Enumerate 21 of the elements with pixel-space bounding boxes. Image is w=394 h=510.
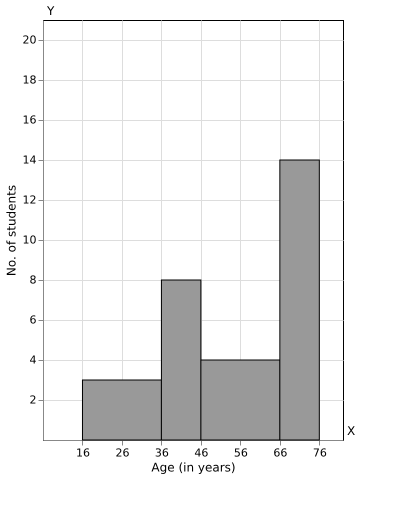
y-axis-title: No. of students bbox=[4, 184, 19, 276]
y-tick-label: 18 bbox=[22, 74, 36, 86]
x-axis-title: Age (in years) bbox=[151, 460, 236, 474]
x-tick-label: 66 bbox=[273, 446, 288, 460]
y-tick-label: 14 bbox=[22, 154, 36, 166]
y-tick-label: 2 bbox=[30, 394, 36, 406]
x-tick-label: 16 bbox=[76, 446, 90, 460]
x-tick-label: 26 bbox=[115, 446, 130, 460]
text: Y bbox=[46, 4, 55, 18]
y-tick-label: 8 bbox=[30, 274, 36, 286]
x-tick-label: 46 bbox=[194, 446, 208, 460]
y-tick-label: 20 bbox=[22, 34, 36, 46]
x-tick-label: 36 bbox=[154, 446, 169, 460]
y-tick-label: 6 bbox=[30, 314, 36, 326]
y-tick-label: 4 bbox=[30, 354, 36, 366]
y-tick-label: 16 bbox=[22, 114, 36, 126]
y-tick-label: 10 bbox=[22, 234, 36, 246]
x-tick-label: 76 bbox=[312, 446, 327, 460]
text: X bbox=[347, 424, 356, 438]
y-tick-label: 12 bbox=[22, 194, 36, 206]
x-tick-label: 56 bbox=[234, 446, 248, 460]
